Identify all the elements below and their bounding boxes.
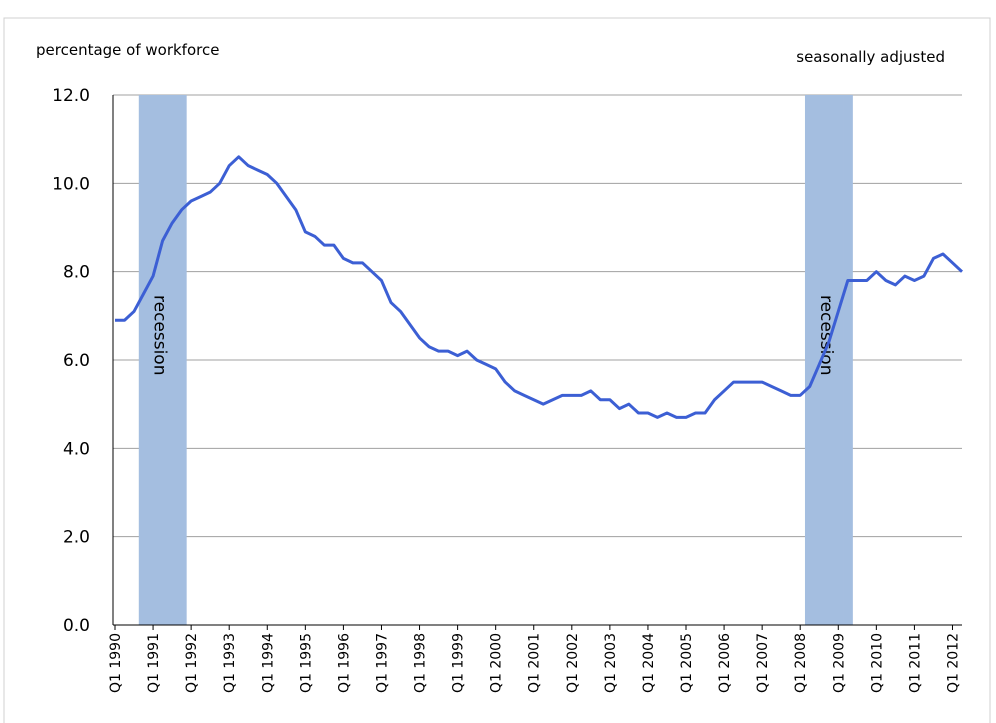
recession-bar — [814, 95, 825, 625]
x-tick-label: Q1 2002 — [565, 633, 581, 693]
x-tick-label: Q1 1999 — [451, 633, 467, 693]
recession-bar — [167, 95, 178, 625]
x-tick-label: Q1 2003 — [603, 633, 619, 693]
recession-bar — [833, 95, 844, 625]
y-axis-label: percentage of workforce — [36, 41, 219, 59]
x-tick-label: Q1 2006 — [717, 633, 733, 693]
x-tick-label: Q1 2007 — [755, 633, 771, 693]
x-tick-label: Q1 2011 — [907, 633, 923, 693]
y-tick-label: 0.0 — [63, 616, 90, 636]
x-tick-label: Q1 1991 — [146, 633, 162, 693]
x-tick-label: Q1 2012 — [945, 633, 961, 693]
x-tick-label: Q1 2010 — [869, 633, 885, 693]
recession-bar — [138, 95, 149, 625]
x-tick-label: Q1 1993 — [222, 633, 238, 693]
y-tick-label: 10.0 — [52, 174, 90, 194]
x-tick-label: Q1 1996 — [336, 633, 352, 693]
recession-bar — [176, 95, 187, 625]
x-tick-label: Q1 1995 — [298, 633, 314, 693]
y-tick-label: 8.0 — [63, 263, 90, 283]
chart-frame — [3, 17, 991, 723]
x-tick-label: Q1 1992 — [184, 633, 200, 693]
y-tick-label: 12.0 — [52, 86, 90, 106]
x-tick-label: Q1 1998 — [413, 633, 429, 693]
recession-bar — [157, 95, 168, 625]
x-tick-label: Q1 2000 — [489, 633, 505, 693]
x-tick-label: Q1 1994 — [260, 633, 276, 693]
recession-label: recession — [816, 295, 836, 376]
x-tick-label: Q1 2001 — [527, 633, 543, 693]
data-line — [115, 155, 964, 419]
recession-bar — [824, 95, 834, 625]
x-tick-label: Q1 2004 — [641, 633, 657, 693]
subtitle: seasonally adjusted — [796, 48, 945, 66]
recession-bar — [148, 95, 159, 625]
x-tick-label: Q1 2008 — [793, 633, 809, 693]
recession-bar — [843, 95, 853, 625]
recession-label: recession — [150, 295, 170, 376]
recession-bar — [804, 95, 815, 625]
y-tick-label: 4.0 — [63, 439, 90, 459]
y-tick-label: 2.0 — [63, 528, 90, 548]
y-tick-label: 6.0 — [63, 351, 90, 371]
x-tick-label: Q1 2005 — [679, 633, 695, 693]
x-tick-label: Q1 2009 — [831, 633, 847, 693]
x-tick-label: Q1 1997 — [374, 633, 390, 693]
x-tick-label: Q1 1990 — [108, 633, 124, 693]
